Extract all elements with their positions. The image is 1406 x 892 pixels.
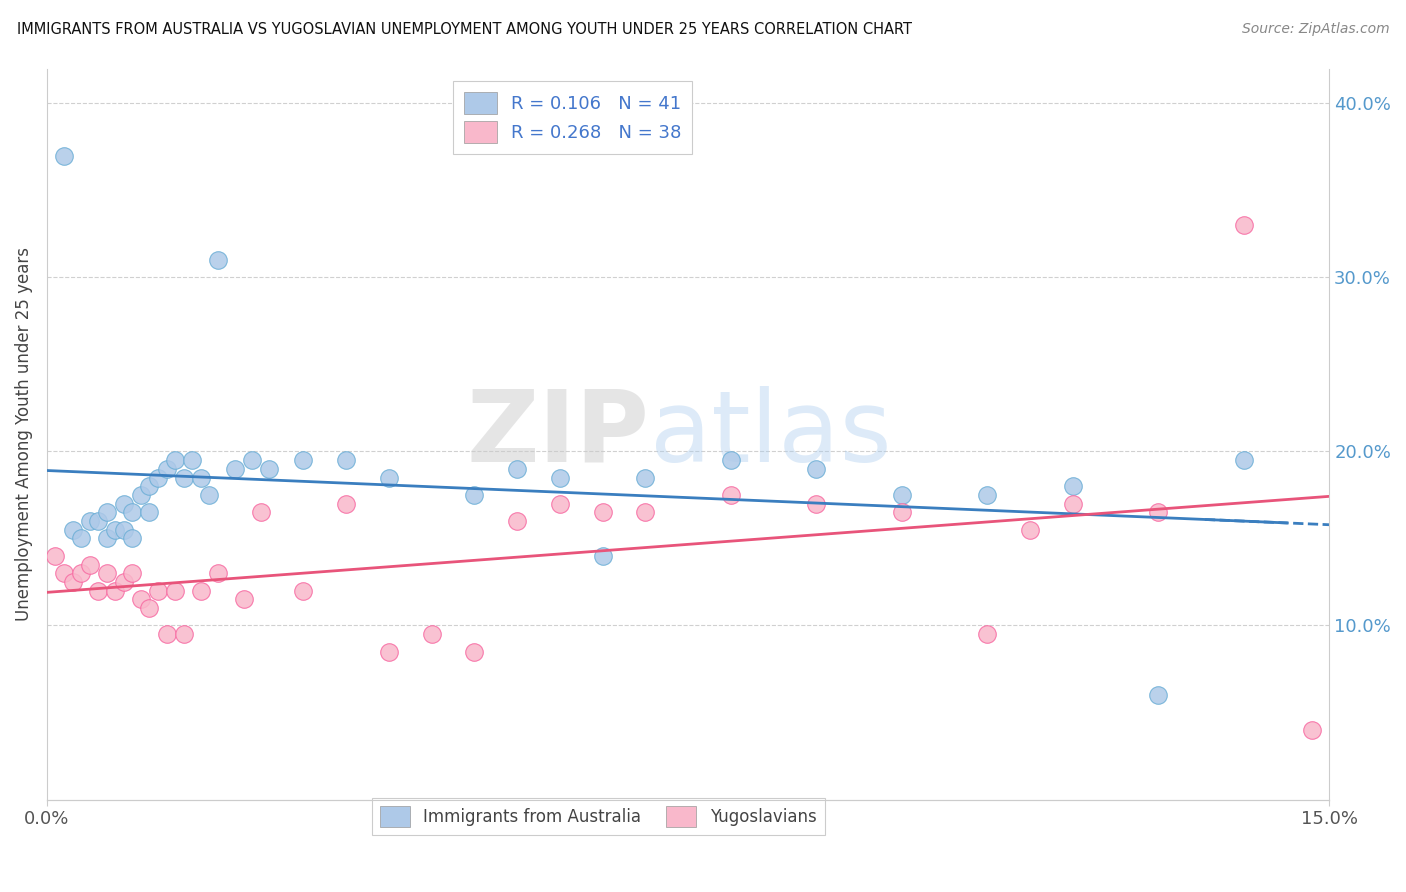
- Point: [506, 514, 529, 528]
- Point: [87, 514, 110, 528]
- Point: [240, 453, 263, 467]
- Point: [634, 505, 657, 519]
- Point: [70, 566, 93, 581]
- Text: Source: ZipAtlas.com: Source: ZipAtlas.com: [1241, 22, 1389, 37]
- Point: [173, 470, 195, 484]
- Point: [890, 488, 912, 502]
- Point: [165, 583, 187, 598]
- Point: [112, 523, 135, 537]
- Point: [129, 488, 152, 502]
- Point: [720, 488, 742, 502]
- Point: [121, 505, 143, 519]
- Point: [1147, 688, 1170, 702]
- Point: [506, 462, 529, 476]
- Point: [592, 505, 614, 519]
- Point: [806, 462, 828, 476]
- Point: [1062, 479, 1084, 493]
- Point: [112, 497, 135, 511]
- Point: [190, 583, 212, 598]
- Point: [1301, 723, 1323, 737]
- Point: [129, 592, 152, 607]
- Point: [976, 488, 998, 502]
- Point: [70, 532, 93, 546]
- Point: [463, 488, 485, 502]
- Point: [62, 523, 84, 537]
- Point: [378, 470, 401, 484]
- Point: [335, 497, 357, 511]
- Point: [155, 627, 177, 641]
- Point: [104, 583, 127, 598]
- Point: [232, 592, 254, 607]
- Point: [87, 583, 110, 598]
- Point: [890, 505, 912, 519]
- Point: [96, 505, 118, 519]
- Point: [548, 497, 571, 511]
- Text: IMMIGRANTS FROM AUSTRALIA VS YUGOSLAVIAN UNEMPLOYMENT AMONG YOUTH UNDER 25 YEARS: IMMIGRANTS FROM AUSTRALIA VS YUGOSLAVIAN…: [17, 22, 912, 37]
- Point: [53, 148, 76, 162]
- Point: [976, 627, 998, 641]
- Point: [165, 453, 187, 467]
- Point: [173, 627, 195, 641]
- Point: [1147, 505, 1170, 519]
- Point: [190, 470, 212, 484]
- Point: [806, 497, 828, 511]
- Point: [112, 574, 135, 589]
- Point: [292, 453, 315, 467]
- Point: [420, 627, 443, 641]
- Point: [548, 470, 571, 484]
- Point: [463, 644, 485, 658]
- Point: [224, 462, 246, 476]
- Point: [79, 558, 101, 572]
- Text: ZIP: ZIP: [467, 385, 650, 483]
- Point: [96, 566, 118, 581]
- Point: [1019, 523, 1042, 537]
- Point: [104, 523, 127, 537]
- Point: [1233, 453, 1256, 467]
- Point: [138, 505, 160, 519]
- Point: [720, 453, 742, 467]
- Point: [592, 549, 614, 563]
- Point: [53, 566, 76, 581]
- Point: [198, 488, 221, 502]
- Point: [1233, 218, 1256, 232]
- Point: [121, 566, 143, 581]
- Y-axis label: Unemployment Among Youth under 25 years: Unemployment Among Youth under 25 years: [15, 247, 32, 621]
- Point: [96, 532, 118, 546]
- Point: [634, 470, 657, 484]
- Point: [138, 479, 160, 493]
- Point: [378, 644, 401, 658]
- Point: [155, 462, 177, 476]
- Point: [257, 462, 280, 476]
- Point: [44, 549, 66, 563]
- Point: [146, 470, 169, 484]
- Point: [207, 252, 229, 267]
- Point: [121, 532, 143, 546]
- Point: [79, 514, 101, 528]
- Point: [1062, 497, 1084, 511]
- Point: [292, 583, 315, 598]
- Point: [146, 583, 169, 598]
- Point: [207, 566, 229, 581]
- Legend: Immigrants from Australia, Yugoslavians: Immigrants from Australia, Yugoslavians: [371, 798, 825, 835]
- Point: [138, 601, 160, 615]
- Point: [249, 505, 271, 519]
- Text: atlas: atlas: [650, 385, 891, 483]
- Point: [62, 574, 84, 589]
- Point: [335, 453, 357, 467]
- Point: [181, 453, 204, 467]
